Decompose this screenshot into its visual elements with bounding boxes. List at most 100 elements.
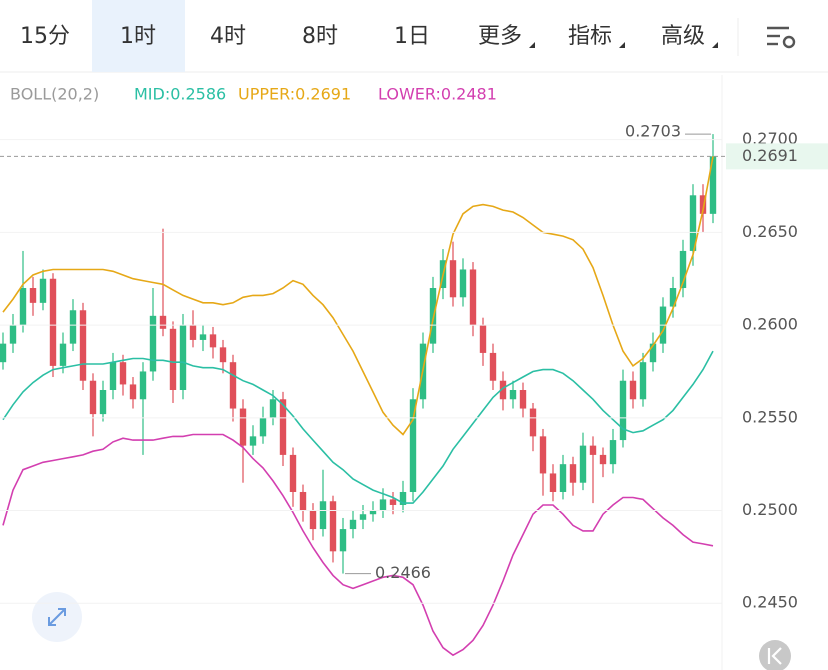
candle-body (309, 510, 317, 530)
candle-body (249, 436, 257, 446)
candle-body (289, 454, 297, 492)
candle-body (339, 529, 347, 552)
candle-body (509, 390, 517, 400)
y-tick-label: 0.2600 (742, 315, 798, 334)
candle-body (139, 371, 147, 400)
candle-body (619, 380, 627, 441)
candle-body (369, 510, 377, 515)
candle-body (169, 328, 177, 390)
boll-upper (2, 156, 714, 436)
candle-body (529, 408, 537, 437)
candle-body (199, 334, 207, 340)
last-price-label: 0.2691 (742, 146, 798, 165)
candle-body (609, 440, 617, 465)
candle-body (49, 278, 57, 366)
candle-body (319, 501, 327, 530)
expand-button[interactable] (32, 592, 82, 642)
candle-body (329, 501, 337, 552)
candle-body (159, 315, 167, 329)
active-tab[interactable]: 1时 (120, 24, 156, 49)
candle-body (469, 269, 477, 326)
candle-body (129, 384, 137, 400)
indicator-mid: MID:0.2586 (134, 85, 226, 104)
candle-body (229, 362, 237, 409)
candle-body (239, 408, 247, 446)
candle-body (679, 250, 687, 289)
tab[interactable]: 更多 (478, 24, 522, 49)
candle-body (599, 454, 607, 465)
candle-body (209, 334, 217, 348)
candle-body (519, 390, 527, 409)
indicator-lower: LOWER:0.2481 (378, 85, 497, 104)
candle-body (449, 260, 457, 298)
candle-body (149, 315, 157, 372)
max-marker-label: 0.2703 (625, 122, 681, 141)
candle-body (389, 499, 397, 505)
candle-body (559, 464, 567, 492)
candle-body (709, 156, 717, 214)
candle-body (489, 352, 497, 381)
candle-body (109, 362, 117, 390)
candle-body (19, 288, 27, 326)
candle-body (0, 343, 7, 363)
candle-body (219, 347, 227, 363)
candle-body (459, 269, 467, 298)
dropdown-arrow (712, 42, 718, 48)
candle-body (539, 436, 547, 474)
tab[interactable]: 15分 (20, 24, 70, 49)
y-tick-label: 0.2550 (742, 407, 798, 426)
candle-body (299, 491, 307, 511)
indicator-upper: UPPER:0.2691 (238, 85, 351, 104)
tab[interactable]: 高级 (661, 24, 705, 49)
tab[interactable]: 指标 (568, 24, 612, 49)
boll-mid (2, 350, 714, 504)
tab[interactable]: 8时 (302, 24, 338, 49)
candle-body (279, 399, 287, 455)
candle-body (699, 195, 707, 214)
tab[interactable]: 4时 (210, 24, 246, 49)
candle-body (359, 514, 367, 520)
last-price-box (726, 143, 828, 170)
candle-body (639, 362, 647, 400)
candle-body (9, 325, 17, 344)
tab[interactable]: 1日 (394, 24, 430, 49)
candle-body (59, 343, 67, 366)
candle-body (379, 499, 387, 511)
candle-body (589, 445, 597, 455)
y-tick-label: 0.2500 (742, 500, 798, 519)
candle-body (99, 390, 107, 415)
candle-body (689, 195, 697, 251)
dropdown-arrow (619, 42, 625, 48)
candle-body (349, 519, 357, 530)
candle-body (499, 380, 507, 400)
candle-body (629, 380, 637, 400)
candle-body (399, 491, 407, 505)
candle-body (69, 310, 77, 344)
candle-body (649, 343, 657, 363)
settings-icon[interactable] (767, 26, 796, 49)
candle-body (29, 288, 37, 303)
candle-body (189, 325, 197, 340)
candle-body (119, 362, 127, 385)
active-tab-bg (92, 0, 185, 72)
y-tick-label: 0.2650 (742, 222, 798, 241)
candle-body (429, 288, 437, 344)
candle-body (669, 288, 677, 307)
candle-body (409, 399, 417, 492)
candle-body (549, 473, 557, 492)
candle-body (479, 325, 487, 353)
y-tick-label: 0.2450 (742, 593, 798, 612)
candle-body (79, 310, 87, 381)
dropdown-arrow (529, 42, 535, 48)
indicator-name: BOLL(20,2) (10, 85, 99, 104)
candle-body (89, 380, 97, 415)
candle-body (39, 278, 47, 303)
candle-body (579, 445, 587, 483)
candle-body (269, 399, 277, 418)
back-to-latest-button[interactable] (759, 640, 791, 670)
candle-body (179, 325, 187, 390)
min-marker-label: 0.2466 (375, 563, 431, 582)
